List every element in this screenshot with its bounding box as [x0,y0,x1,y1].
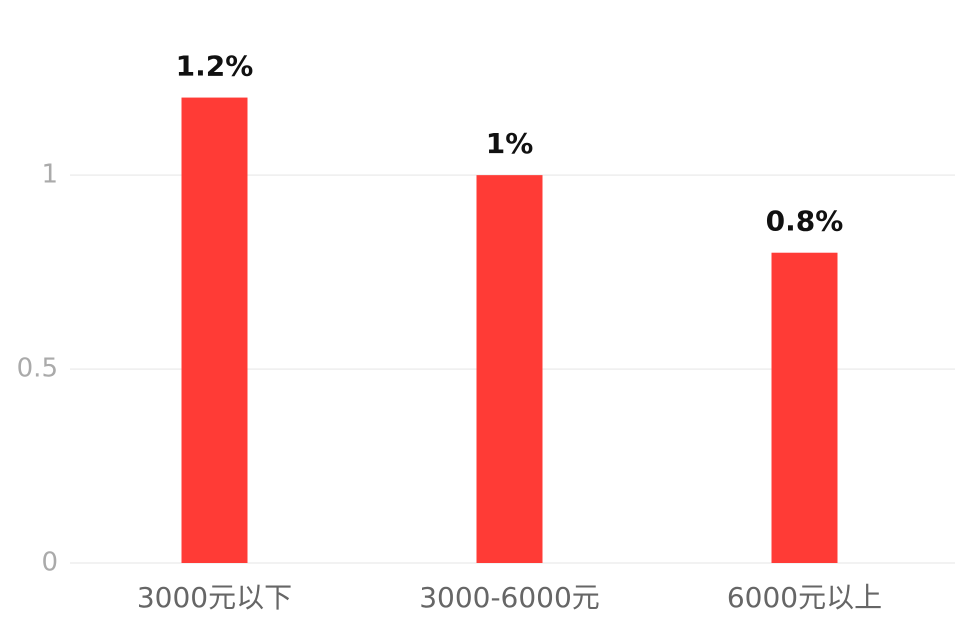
value-label: 0.8% [766,205,844,238]
y-tick-label: 0 [41,548,58,578]
y-tick-label: 1 [41,160,58,190]
x-tick-label: 6000元以上 [727,581,882,614]
bar [181,97,248,564]
bar [476,175,543,563]
x-tick-label: 3000-6000元 [419,581,600,614]
bar [771,252,838,563]
value-label: 1.2% [176,50,254,83]
value-label: 1% [486,127,534,160]
x-tick-label: 3000元以下 [137,581,292,614]
y-tick-label: 0.5 [17,354,58,384]
